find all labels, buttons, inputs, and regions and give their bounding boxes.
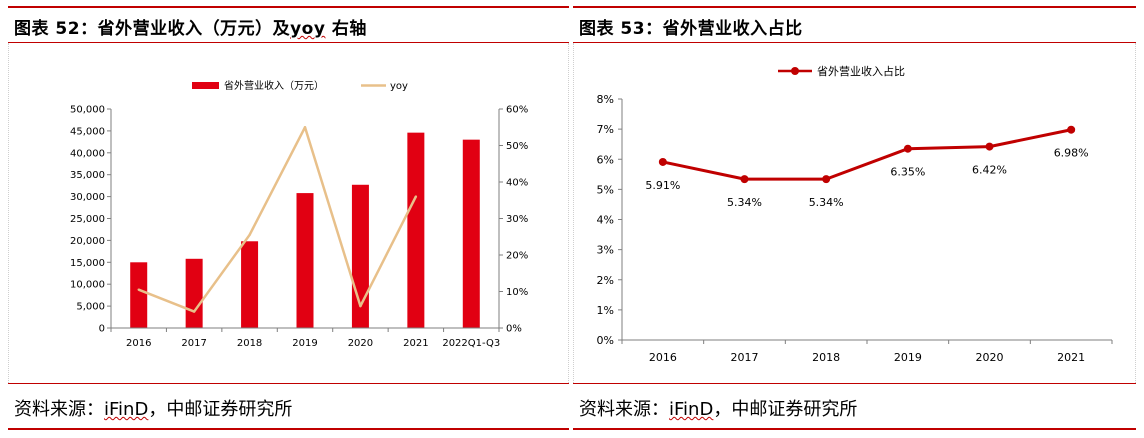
share-point-2018	[822, 175, 831, 184]
chart-title: 图表 53：省外营业收入占比	[579, 19, 803, 39]
y-tick-label: 3%	[597, 244, 614, 257]
share-line	[662, 128, 1072, 181]
legend-label-revenue: 省外营业收入（万元）	[224, 79, 324, 92]
source-org: ，中邮证券研究所	[148, 399, 293, 420]
source-org: ，中邮证券研究所	[713, 399, 858, 420]
yoy-point-2018	[248, 233, 251, 237]
chart-title-main: 图表 52：省外营业收入（万元）及	[14, 19, 291, 39]
y-right-tick-label: 50%	[506, 141, 528, 152]
y-left-tick-label: 10,000	[70, 280, 105, 291]
yoy-point-2017	[192, 310, 196, 313]
title-bar: 图表 52：省外营业收入（万元）及yoy 右轴	[8, 6, 569, 43]
y-tick-label: 4%	[597, 214, 614, 227]
y-tick-label: 6%	[597, 153, 614, 166]
bar-2017	[185, 258, 203, 328]
y-right-tick-label: 40%	[506, 178, 528, 189]
source-note: 资料来源：iFinD，中邮证券研究所	[14, 395, 292, 421]
y-right-tick-label: 60%	[506, 105, 528, 116]
yoy-line	[138, 126, 417, 313]
source-label: 资料来源：	[14, 399, 104, 420]
x-tick-label: 2016	[649, 351, 677, 364]
y-left-tick-label: 50,000	[70, 105, 105, 116]
x-tick-label: 2018	[237, 338, 262, 349]
source-ifind: iFinD	[669, 399, 714, 420]
y-tick-label: 2%	[597, 274, 614, 287]
x-tick-label: 2021	[1057, 351, 1085, 364]
bar-2016	[130, 262, 148, 328]
x-tick-label: 2020	[976, 351, 1004, 364]
x-tick-label: 2019	[292, 338, 317, 349]
y-left-tick-label: 30,000	[70, 192, 105, 203]
x-tick-label: 2021	[403, 338, 428, 349]
yoy-point-2020	[359, 304, 362, 308]
source-note: 资料来源：iFinD，中邮证券研究所	[579, 395, 857, 421]
chart-title: 图表 52：省外营业收入（万元）及yoy 右轴	[14, 14, 367, 39]
chart-panel-share: 图表 53：省外营业收入占比 省外营业收入占比 0% 1% 2% 3% 4% 5% 6% 7% 8…	[573, 6, 1136, 432]
data-label: 5.34%	[727, 196, 762, 209]
y-left-tick-label: 35,000	[70, 170, 105, 181]
data-label: 5.34%	[809, 196, 844, 209]
yoy-point-2019	[303, 126, 307, 129]
x-tick-label: 2017	[181, 338, 206, 349]
data-label: 6.42%	[972, 164, 1007, 177]
legend-marker-share	[791, 67, 799, 75]
share-point-2020	[985, 142, 994, 151]
bar-2019	[296, 193, 314, 328]
source-ifind: iFinD	[104, 399, 149, 420]
x-tick-label: 2016	[126, 338, 151, 349]
chart-area: 省外营业收入（万元） yoy 0 5,000 10,000 15,000 20,000 25,…	[8, 43, 569, 383]
data-label: 6.35%	[890, 166, 925, 179]
y-right-tick-label: 0%	[506, 324, 522, 335]
y-tick-label: 8%	[597, 93, 614, 106]
bar-2022Q1-Q3	[462, 139, 480, 328]
y-left-tick-label: 45,000	[70, 126, 105, 137]
data-label: 6.98%	[1054, 147, 1089, 160]
yoy-point-2021	[414, 195, 418, 198]
chart-area: 省外营业收入占比 0% 1% 2% 3% 4% 5% 6% 7% 8% 2016 2017 2018 20…	[573, 43, 1136, 383]
y-left-tick-label: 15,000	[70, 258, 105, 269]
legend-label-share: 省外营业收入占比	[817, 64, 905, 78]
chart-panel-revenue: 图表 52：省外营业收入（万元）及yoy 右轴 省外营业收入（万元） yoy 0 5,…	[8, 6, 569, 432]
x-tick-label: 2019	[894, 351, 922, 364]
y-tick-label: 0%	[597, 334, 614, 347]
y-left-tick-label: 40,000	[70, 148, 105, 159]
chart-title-yoy: yoy	[290, 19, 326, 39]
share-chart: 省外营业收入占比 0% 1% 2% 3% 4% 5% 6% 7% 8% 2016 2017 2018 20…	[597, 64, 1113, 364]
source-label: 资料来源：	[579, 399, 669, 420]
y-left-tick-label: 20,000	[70, 236, 105, 247]
x-tick-label: 2018	[812, 351, 840, 364]
share-point-2017	[740, 175, 749, 184]
share-point-2019	[903, 144, 912, 153]
x-tick-label: 2022Q1-Q3	[442, 338, 500, 349]
x-tick-label: 2017	[731, 351, 759, 364]
source-bar: 资料来源：iFinD，中邮证券研究所	[573, 383, 1136, 430]
revenue-chart: 省外营业收入（万元） yoy 0 5,000 10,000 15,000 20,000 25,…	[70, 79, 528, 349]
y-left-tick-label: 5,000	[76, 302, 105, 313]
y-left-tick-label: 25,000	[70, 214, 105, 225]
share-point-2021	[1067, 125, 1076, 134]
y-left-tick-label: 0	[99, 324, 105, 335]
share-point-2016	[658, 157, 667, 166]
source-bar: 资料来源：iFinD，中邮证券研究所	[8, 383, 569, 430]
y-right-tick-label: 20%	[506, 251, 528, 262]
bar-2021	[407, 132, 425, 328]
legend-label-yoy: yoy	[390, 81, 408, 92]
x-tick-label: 2020	[348, 338, 373, 349]
y-right-tick-label: 30%	[506, 214, 528, 225]
title-bar: 图表 53：省外营业收入占比	[573, 6, 1136, 43]
chart-title-suffix: 右轴	[325, 19, 367, 39]
yoy-point-2016	[137, 288, 140, 291]
y-tick-label: 5%	[597, 183, 614, 196]
legend-swatch-revenue	[192, 82, 219, 89]
y-tick-label: 7%	[597, 123, 614, 136]
y-right-tick-label: 10%	[506, 287, 528, 298]
data-label: 5.91%	[645, 179, 680, 192]
bar-2018	[241, 241, 259, 328]
y-tick-label: 1%	[597, 304, 614, 317]
